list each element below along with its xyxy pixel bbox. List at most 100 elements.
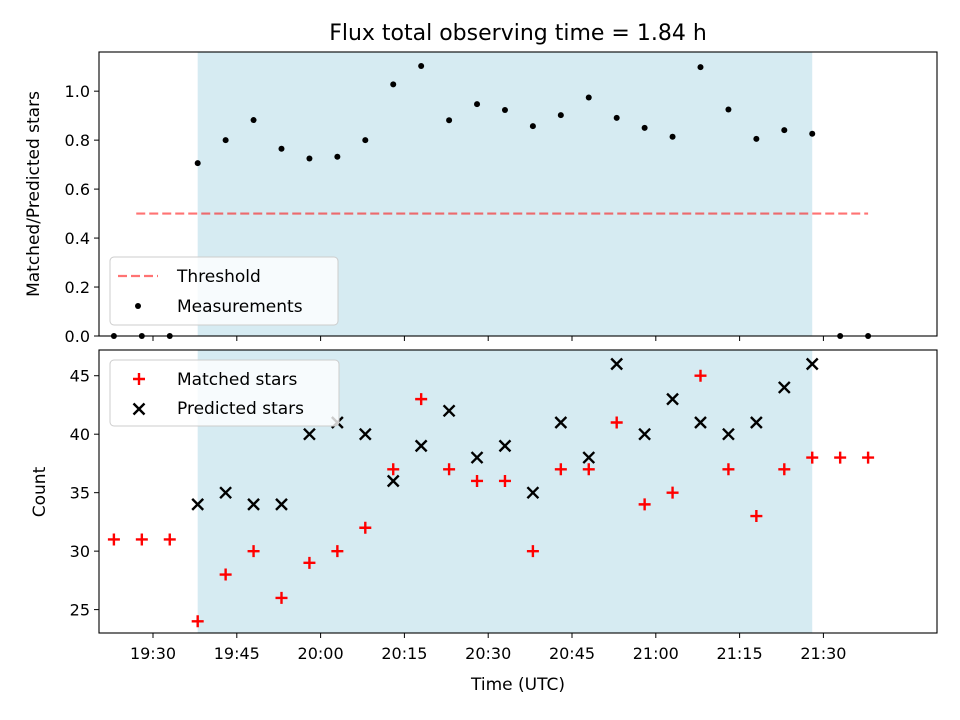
matched-stars-point [163, 533, 176, 546]
predicted-stars-point [303, 427, 316, 441]
y-tick-label: 45 [70, 367, 90, 386]
matched-stars-point [275, 591, 288, 604]
legend-matched-label: Matched stars [177, 370, 297, 390]
measurement-point [390, 81, 397, 88]
ratio-panel: 0.0 0.2 0.4 0.6 0.8 1.0 Threshold Measurements [65, 51, 938, 346]
measurement-point [501, 107, 508, 114]
matched-stars-point [862, 451, 875, 464]
predicted-stars-point [722, 427, 735, 441]
predicted-stars-point [750, 416, 763, 429]
bottom-ylabel: Count [30, 466, 50, 517]
measurement-point [697, 64, 704, 71]
measurement-point [753, 135, 760, 142]
matched-stars-point [331, 545, 344, 558]
matched-stars-point [638, 498, 651, 511]
predicted-stars-point [554, 416, 568, 429]
y-tick-label: 30 [70, 542, 90, 561]
y-tick-label: 0.2 [65, 278, 90, 297]
matched-stars-point [443, 463, 456, 476]
x-axis-label: Time (UTC) [470, 675, 565, 695]
predicted-stars-point [694, 416, 707, 429]
legend: Matched stars Predicted stars [109, 359, 340, 427]
matched-stars-point [834, 451, 847, 464]
x-tick-label: 20:30 [465, 644, 511, 663]
matched-stars-point [666, 486, 679, 499]
measurement-point [306, 155, 313, 162]
measurement-point [446, 117, 453, 124]
y-tick-label: 1.0 [65, 82, 90, 101]
x-tick-label: 19:45 [214, 644, 260, 663]
chart-title: Flux total observing time = 1.84 h [329, 21, 707, 46]
measurement-point [362, 137, 369, 144]
count-panel: 25 30 35 40 45 19:30 19:45 20:00 20:15 20:30 20:45… [70, 349, 938, 663]
predicted-stars-point [638, 427, 651, 441]
x-tick-label: 20:45 [549, 644, 595, 663]
x-tick-label: 19:30 [130, 644, 176, 663]
predicted-stars-point [470, 451, 484, 464]
legend-matched-swatch [133, 373, 145, 385]
matched-stars-point [191, 615, 204, 628]
matched-stars-point [471, 474, 484, 487]
matched-stars-point [247, 545, 260, 558]
predicted-stars-point [358, 427, 372, 441]
measurement-point [418, 62, 425, 69]
predicted-stars-point [414, 439, 428, 453]
matched-stars-point [415, 393, 428, 406]
legend-measurements-swatch [135, 303, 141, 309]
legend-measurements-label: Measurements [177, 297, 303, 317]
predicted-stars-point [219, 486, 232, 500]
matched-stars-point [778, 463, 791, 476]
y-tick-label: 0.0 [65, 327, 90, 346]
predicted-stars-point [191, 498, 205, 511]
measurement-point [725, 106, 732, 113]
matched-stars-point [694, 369, 707, 382]
measurement-point [613, 114, 620, 121]
y-tick-label: 25 [70, 601, 90, 620]
predicted-stars-point [610, 357, 624, 371]
predicted-stars-point [777, 381, 791, 394]
measurement-point [222, 137, 229, 144]
measurement-point [669, 133, 676, 140]
measurement-point [809, 130, 816, 137]
measurement-point [194, 160, 201, 167]
predicted-stars-point [666, 392, 679, 406]
top-ylabel: Matched/Predicted stars [24, 91, 44, 297]
matched-stars-point [135, 533, 148, 546]
legend-box [109, 256, 339, 326]
x-tick-label: 20:00 [298, 644, 344, 663]
measurement-point [781, 127, 788, 134]
measurement-point [585, 94, 592, 101]
legend-box [109, 359, 340, 427]
measurement-point [278, 145, 285, 152]
matched-stars-point [498, 474, 511, 487]
matched-stars-point [582, 463, 595, 476]
predicted-stars-point [526, 486, 540, 500]
predicted-stars-point [386, 474, 400, 488]
x-tick-label: 21:00 [633, 644, 679, 663]
predicted-stars-point [442, 404, 456, 418]
predicted-stars-point [582, 451, 596, 464]
matched-stars-point [387, 463, 400, 476]
y-tick-label: 0.4 [65, 229, 90, 248]
x-tick-label: 21:15 [717, 644, 763, 663]
measurement-point [474, 101, 481, 108]
matched-stars-point [303, 556, 316, 569]
y-tick-label: 35 [70, 484, 90, 503]
legend: Threshold Measurements [109, 256, 339, 326]
predicted-stars-point [805, 357, 819, 371]
matched-stars-point [526, 545, 539, 558]
legend-predicted-label: Predicted stars [177, 399, 304, 419]
measurement-point [557, 112, 564, 119]
matched-stars-point [219, 568, 232, 581]
plot-frame [98, 51, 938, 337]
y-tick-label: 0.8 [65, 131, 90, 150]
x-tick-label: 20:15 [381, 644, 427, 663]
predicted-stars-point [498, 439, 512, 453]
y-tick-label: 40 [70, 425, 90, 444]
matched-stars-point [610, 416, 623, 429]
matched-stars-point [750, 510, 763, 523]
x-tick-label: 21:30 [800, 644, 846, 663]
measurement-point [529, 123, 536, 130]
matched-stars-point [554, 463, 567, 476]
